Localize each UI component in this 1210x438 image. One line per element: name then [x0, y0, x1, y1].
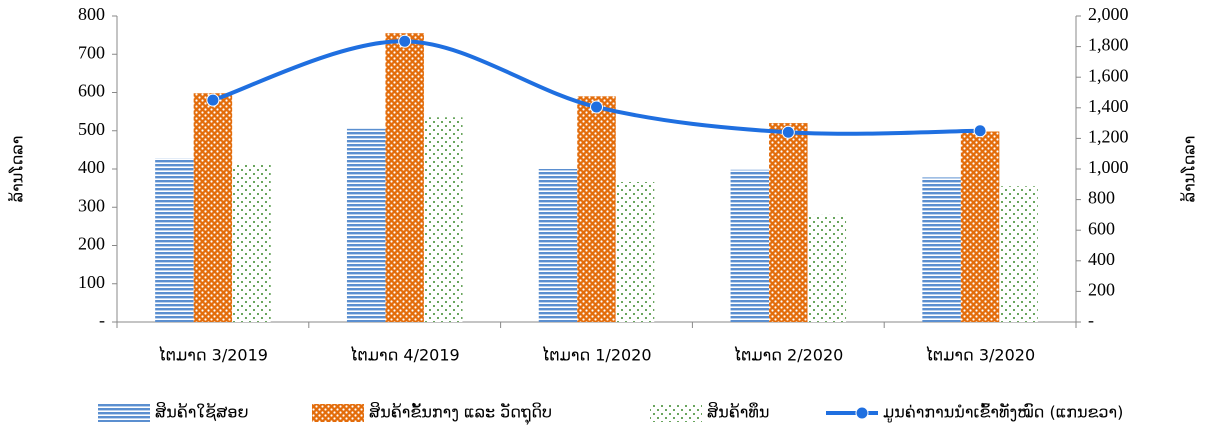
- line-marker: [206, 93, 220, 107]
- bar: [922, 177, 961, 322]
- y2-axis-title: ລ້ານໂດລາ: [1180, 136, 1199, 203]
- line-marker: [781, 125, 795, 139]
- y2-tick-label: 1,000: [1088, 157, 1129, 177]
- y2-tick-label: 400: [1088, 249, 1115, 269]
- bar: [385, 33, 424, 323]
- legend-swatch: [312, 404, 364, 422]
- bar: [999, 186, 1038, 322]
- y2-tick-label: 1,600: [1088, 65, 1129, 85]
- y-tick-label: -: [99, 310, 105, 330]
- legend-swatch: [98, 404, 150, 422]
- bar: [807, 214, 847, 322]
- x-tick-label: ໄຕມາດ 4/2019: [350, 346, 460, 365]
- bar: [615, 182, 655, 322]
- y-tick-label: 600: [78, 81, 105, 101]
- y-tick-label: 500: [78, 119, 105, 139]
- y-tick-label: 200: [78, 234, 105, 254]
- x-tick-label: ໄຕມາດ 2/2020: [733, 346, 843, 365]
- y-tick-label: 300: [78, 195, 105, 215]
- legend-label: ມູນຄ່າການນຳເຂົ້າທັງໝົດ (ແກນຂວາ): [883, 402, 1123, 422]
- legend-label: ສິນຄ້າທຶນ: [707, 402, 769, 421]
- y2-tick-label: 800: [1088, 188, 1115, 208]
- y-axis-title: ລ້ານໂດລາ: [8, 136, 27, 203]
- bar: [730, 169, 770, 322]
- bar: [577, 96, 616, 322]
- y2-tick-label: 1,400: [1088, 96, 1129, 116]
- legend-label: ສິນຄ້າຂັ້ນກາງ ແລະ ວັດຖຸດິບ: [369, 402, 552, 425]
- legend-swatch: [650, 404, 702, 422]
- bar: [769, 123, 808, 322]
- legend-label: ສິນຄ້າໃຊ້ສອຍ: [155, 402, 249, 421]
- y-tick-label: 800: [78, 4, 105, 24]
- bar: [538, 169, 578, 322]
- bar: [155, 158, 194, 322]
- bar: [193, 93, 233, 322]
- y2-tick-label: -: [1088, 310, 1094, 330]
- x-tick-label: ໄຕມາດ 3/2019: [158, 346, 268, 365]
- y2-tick-label: 1,800: [1088, 35, 1129, 55]
- y2-tick-label: 1,200: [1088, 127, 1129, 147]
- x-tick-label: ໄຕມາດ 3/2020: [925, 346, 1035, 365]
- y2-tick-label: 600: [1088, 218, 1115, 238]
- y-tick-label: 400: [78, 157, 105, 177]
- bar: [232, 164, 271, 322]
- y-tick-label: 100: [78, 272, 105, 292]
- y-tick-label: 700: [78, 42, 105, 62]
- bar: [423, 117, 463, 322]
- line-marker: [590, 100, 603, 114]
- legend-marker: [855, 406, 869, 420]
- bar: [960, 131, 1000, 322]
- line-marker: [973, 124, 987, 138]
- y2-tick-label: 2,000: [1088, 4, 1129, 24]
- x-tick-label: ໄຕມາດ 1/2020: [541, 346, 651, 365]
- y2-tick-label: 200: [1088, 280, 1115, 300]
- line-marker: [398, 34, 412, 48]
- bar: [346, 128, 386, 322]
